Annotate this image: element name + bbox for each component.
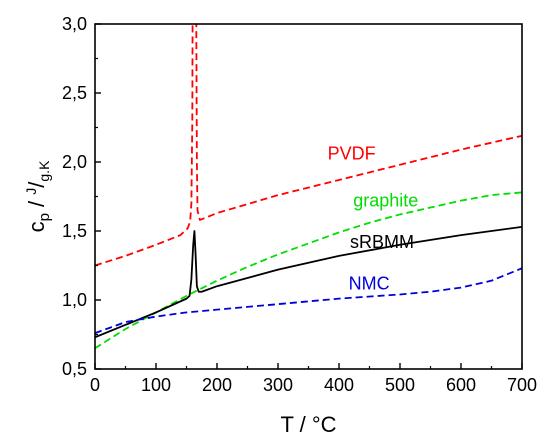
- y-axis-label-unit-sup: J: [23, 188, 39, 195]
- series-label-srbmm: sRBMM: [350, 232, 414, 252]
- x-axis-label: T / °C: [280, 412, 336, 437]
- y-axis-label-unit-slash: /: [24, 181, 49, 188]
- x-tick-label: 600: [446, 375, 476, 395]
- y-tick-label: 1,0: [62, 290, 87, 310]
- x-tick-label: 0: [90, 375, 100, 395]
- y-tick-label: 2,0: [62, 152, 87, 172]
- series-label-nmc: NMC: [349, 273, 390, 293]
- x-tick-label: 400: [324, 375, 354, 395]
- y-tick-label: 1,5: [62, 221, 87, 241]
- y-tick-label: 2,5: [62, 83, 87, 103]
- plot-frame: [94, 23, 523, 370]
- series-line-pvdf: [95, 24, 522, 267]
- series-line-nmc: [95, 267, 522, 334]
- y-tick-label: 0,5: [62, 359, 87, 379]
- y-axis-label-main: c: [24, 221, 49, 232]
- x-tick-label: 500: [385, 375, 415, 395]
- x-tick-label: 200: [202, 375, 232, 395]
- y-axis-label-unit-sub: g.K: [36, 160, 52, 182]
- ticks-layer: 0 100 200 300 400 500 600 700 0,5 1,0 1,5 2,0 2,5 3,0: [62, 14, 537, 395]
- x-tick-label: 700: [507, 375, 537, 395]
- y-axis-label-sep: /: [24, 195, 49, 213]
- series-line-graphite: [95, 191, 522, 350]
- y-axis-label: cp / J/g.K: [23, 160, 53, 232]
- y-axis-label-sub: p: [36, 213, 53, 221]
- x-tick-label: 300: [263, 375, 293, 395]
- series-label-pvdf: PVDF: [328, 144, 376, 164]
- series-line-srbmm: [95, 225, 522, 339]
- y-tick-label: 3,0: [62, 14, 87, 34]
- series-label-graphite: graphite: [353, 191, 418, 211]
- x-tick-label: 100: [141, 375, 171, 395]
- annotation-layer: PVDF graphite sRBMM NMC: [328, 144, 419, 294]
- series-layer: [95, 24, 522, 350]
